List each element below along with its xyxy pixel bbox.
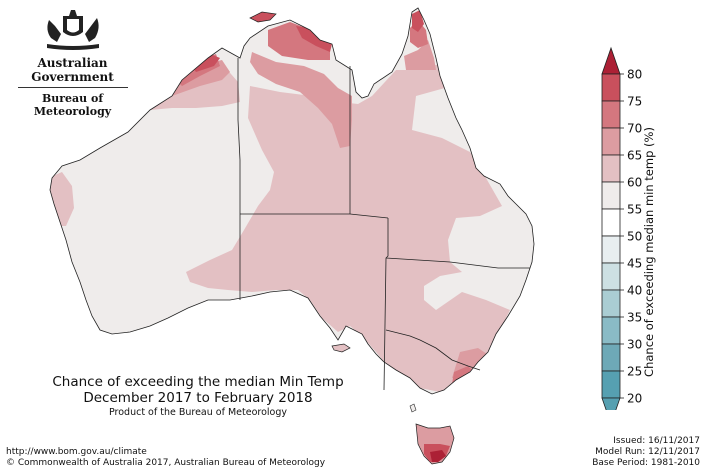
legend-tick-label: 40 — [627, 284, 642, 298]
model-run-date: Model Run: 12/11/2017 — [595, 447, 700, 457]
map-title-block: Chance of exceeding the median Min Temp … — [38, 374, 358, 420]
logo-divider — [17, 87, 128, 88]
legend-tick-label: 75 — [627, 95, 642, 109]
org-name: Australian Government — [31, 56, 114, 84]
legend-tick-label: 70 — [627, 122, 642, 136]
legend-band — [601, 316, 621, 345]
base-period: Base Period: 1981-2010 — [592, 458, 700, 468]
legend-band — [601, 208, 621, 237]
legend-tick-label: 35 — [627, 311, 642, 325]
legend-tick-label: 20 — [627, 392, 642, 406]
legend-band — [601, 127, 621, 156]
legend-tick-label: 50 — [627, 230, 642, 244]
legend-tick-label: 45 — [627, 257, 642, 271]
legend-band — [601, 370, 621, 399]
legend-tick-label: 60 — [627, 176, 642, 190]
copyright-text: © Commonwealth of Australia 2017, Austra… — [6, 458, 326, 468]
color-legend: 80 75 70 65 60 55 50 45 40 35 30 25 20 — [601, 46, 642, 410]
issued-date: Issued: 16/11/2017 — [613, 436, 700, 446]
legend-band — [601, 73, 621, 102]
legend-band — [601, 100, 621, 129]
legend-band — [601, 235, 621, 264]
footer-left: http://www.bom.gov.au/climate © Commonwe… — [6, 447, 325, 469]
bom-logo: Australian Government Bureau of Meteorol… — [10, 8, 135, 118]
legend-band — [601, 181, 621, 210]
legend-band — [601, 262, 621, 291]
map-title-line1: Chance of exceeding the median Min Temp — [52, 374, 344, 390]
legend-band — [601, 343, 621, 372]
footer-right: Issued: 16/11/2017 Model Run: 12/11/2017… — [592, 436, 700, 469]
source-url[interactable]: http://www.bom.gov.au/climate — [6, 447, 147, 457]
legend-tick-label: 80 — [627, 68, 642, 82]
legend-band — [601, 154, 621, 183]
legend-band — [601, 289, 621, 318]
coat-of-arms-icon — [46, 10, 99, 50]
legend-tick-label: 25 — [627, 365, 642, 379]
map-title-line2: December 2017 to February 2018 — [83, 390, 313, 406]
legend-arrow-high — [601, 46, 621, 75]
bureau-name: Bureau of Meteorology — [33, 92, 112, 118]
legend-tick-label: 55 — [627, 203, 642, 217]
legend-title: Chance of exceeding median min temp (%) — [642, 127, 656, 377]
legend-tick-label: 65 — [627, 149, 642, 163]
legend-tick-label: 30 — [627, 338, 642, 352]
legend-arrow-low — [601, 397, 621, 410]
product-note: Product of the Bureau of Meteorology — [108, 407, 288, 418]
